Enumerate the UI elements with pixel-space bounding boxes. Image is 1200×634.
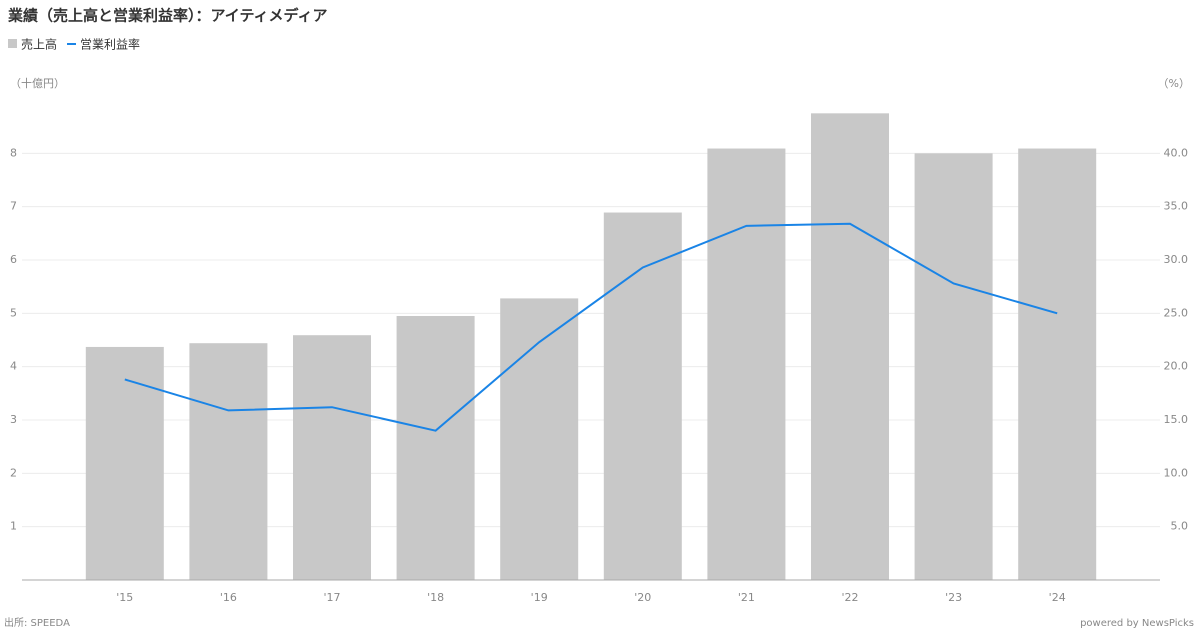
x-tick-label: '18 xyxy=(427,591,444,604)
y-tick-label: 6 xyxy=(10,253,17,266)
legend-label: 営業利益率 xyxy=(80,37,140,52)
y2-axis-label: （%） xyxy=(1158,77,1190,90)
bar xyxy=(189,343,268,580)
x-tick-label: '22 xyxy=(841,591,858,604)
bar xyxy=(396,316,475,580)
y-axis-label: （十億円） xyxy=(10,76,65,90)
y2-tick-label: 30.0 xyxy=(1164,253,1189,266)
y2-tick-label: 15.0 xyxy=(1164,413,1189,426)
x-tick-label: '15 xyxy=(116,591,133,604)
y-tick-label: 1 xyxy=(10,520,17,533)
x-tick-label: '24 xyxy=(1049,591,1066,604)
x-tick-label: '16 xyxy=(220,591,237,604)
credit: powered by NewsPicks xyxy=(1080,618,1194,629)
line xyxy=(124,222,1058,432)
legend-label: 売上高 xyxy=(21,37,57,52)
y2-tick-label: 5.0 xyxy=(1171,520,1189,533)
bar xyxy=(1018,148,1097,581)
chart-title: 業績（売上高と営業利益率）：アイティメディア xyxy=(7,7,328,25)
y-tick-label: 7 xyxy=(10,200,17,213)
bar xyxy=(500,298,579,580)
y2-tick-label: 40.0 xyxy=(1164,146,1189,159)
bar xyxy=(85,346,164,580)
x-tick-label: '19 xyxy=(531,591,548,604)
y2-tick-label: 25.0 xyxy=(1164,306,1189,319)
y-tick-label: 5 xyxy=(10,306,17,319)
bar xyxy=(914,153,993,581)
x-tick-label: '17 xyxy=(323,591,340,604)
bar xyxy=(707,148,786,581)
x-tick-label: '21 xyxy=(738,591,755,604)
bar xyxy=(811,113,889,580)
y2-tick-label: 10.0 xyxy=(1164,466,1189,479)
x-tick-label: '20 xyxy=(634,591,651,604)
x-tick-label: '23 xyxy=(945,591,962,604)
legend-swatch xyxy=(8,39,17,48)
bar xyxy=(603,212,682,581)
y-tick-label: 2 xyxy=(10,466,17,479)
source: 出所: SPEEDA xyxy=(4,616,70,629)
y-tick-label: 8 xyxy=(10,146,17,159)
bar xyxy=(293,335,371,580)
y2-tick-label: 35.0 xyxy=(1164,200,1189,213)
y2-tick-label: 20.0 xyxy=(1164,360,1189,373)
y-tick-label: 4 xyxy=(10,360,17,373)
y-tick-label: 3 xyxy=(10,413,17,426)
